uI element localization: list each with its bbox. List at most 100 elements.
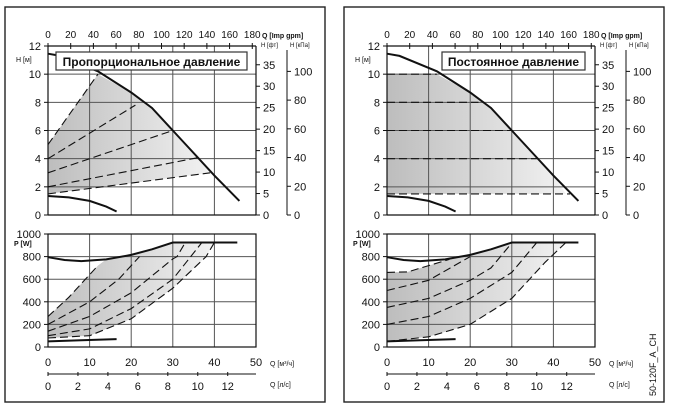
head-control-line [47,73,99,145]
power-control-line [386,258,450,273]
power-y-tick-label: 0 [374,342,380,354]
ft-tick-label: 15 [263,146,275,158]
kpa-tick-label: 40 [633,153,645,165]
x2-tick-label: 12 [222,381,234,393]
head-operating-area [48,74,211,194]
ft-tick-label: 20 [263,124,275,136]
ft-tick-label: 0 [263,210,269,222]
gpm-tick-label: 160 [221,30,238,41]
ft-tick-label: 20 [602,124,614,136]
gpm-tick-label: 120 [176,30,193,41]
x-tick-label: 20 [125,357,137,369]
power-y-tick-label: 0 [35,342,41,354]
head-y-tick-label: 2 [374,182,380,194]
x-axis-label: Q [м³/ч] [270,361,294,368]
kpa-tick-label: 100 [294,66,312,78]
power-y-tick-label: 800 [362,252,380,264]
head-control-line [47,104,136,160]
kpa-axis-label: H [кПа] [629,43,649,49]
head-control-line [47,156,200,188]
chart-title: Пропорциональное давление [63,55,241,69]
gpm-tick-label: 60 [111,30,123,41]
x2-tick-label: 12 [561,381,573,393]
panel-frame [343,6,665,403]
x2-tick-label: 10 [192,381,204,393]
ft-tick-label: 25 [263,103,275,115]
head-y-tick-label: 8 [35,97,41,109]
kpa-tick-label: 80 [294,95,306,107]
ft-tick-label: 10 [263,167,275,179]
x2-axis-label: Q [л/с] [609,382,630,389]
ft-axis-label: H [фт] [600,43,617,49]
gpm-tick-label: 100 [153,30,170,41]
gpm-axis-label: Q [Imp gpm] [262,33,303,40]
kpa-tick-label: 60 [294,124,306,136]
head-control-line [47,172,211,195]
x-tick-label: 0 [45,357,51,369]
head-y-tick-label: 2 [35,182,41,194]
ft-tick-label: 0 [602,210,608,222]
x2-tick-label: 2 [414,381,420,393]
kpa-tick-label: 0 [633,210,639,222]
x-tick-label: 10 [83,357,95,369]
title-box [441,51,586,71]
head-y-tick-label: 0 [374,210,380,222]
x2-tick-label: 10 [531,381,543,393]
gpm-tick-label: 0 [45,30,51,41]
x2-axis-label: Q [л/с] [270,382,291,389]
gpm-tick-label: 20 [65,30,77,41]
figure-id-label: 50-120F_A_CH [648,333,658,396]
x-tick-label: 30 [506,357,518,369]
kpa-tick-label: 40 [294,153,306,165]
head-y-axis-label: H [м] [355,57,371,64]
x-axis-label: Q [м³/ч] [609,361,633,368]
kpa-axis-label: H [кПа] [290,43,310,49]
x2-tick-label: 6 [135,381,141,393]
x-tick-label: 20 [464,357,476,369]
gpm-tick-label: 140 [199,30,216,41]
gpm-tick-label: 180 [244,30,261,41]
head-min-curve [47,195,118,213]
power-y-tick-label: 400 [23,297,41,309]
ft-tick-label: 15 [602,146,614,158]
title-box [55,51,248,71]
x2-tick-label: 4 [444,381,450,393]
ft-axis-label: H [фт] [261,43,278,49]
x-tick-label: 10 [422,357,434,369]
x-tick-label: 30 [167,357,179,369]
ft-tick-label: 30 [602,81,614,93]
x2-tick-label: 8 [504,381,510,393]
power-control-line [47,242,203,337]
ft-tick-label: 10 [602,167,614,179]
power-control-line [386,242,513,308]
head-operating-area [387,74,566,194]
power-y-tick-label: 600 [362,274,380,286]
power-y-tick-label: 800 [23,252,41,264]
head-y-tick-label: 6 [374,126,380,138]
x2-tick-label: 2 [75,381,81,393]
head-y-tick-label: 12 [29,41,41,53]
power-control-line [47,256,140,325]
x2-tick-label: 0 [384,381,390,393]
power-operating-area [387,242,566,342]
kpa-tick-label: 0 [294,210,300,222]
power-control-line [386,256,471,292]
ft-tick-label: 35 [602,60,614,72]
x2-tick-label: 4 [105,381,111,393]
gpm-tick-label: 120 [515,30,532,41]
gpm-tick-label: 80 [133,30,145,41]
head-min-curve [386,195,457,213]
head-y-axis-label: H [м] [16,57,32,64]
gpm-tick-label: 40 [427,30,439,41]
power-y-tick-label: 200 [23,319,41,331]
x2-tick-label: 0 [45,381,51,393]
x-tick-label: 50 [250,357,262,369]
panel-frame [4,6,326,403]
gpm-tick-label: 20 [404,30,416,41]
power-control-line [47,242,215,339]
ft-tick-label: 5 [263,189,269,201]
power-y-tick-label: 600 [23,274,41,286]
power-control-line [47,242,186,332]
power-y-tick-label: 200 [362,319,380,331]
